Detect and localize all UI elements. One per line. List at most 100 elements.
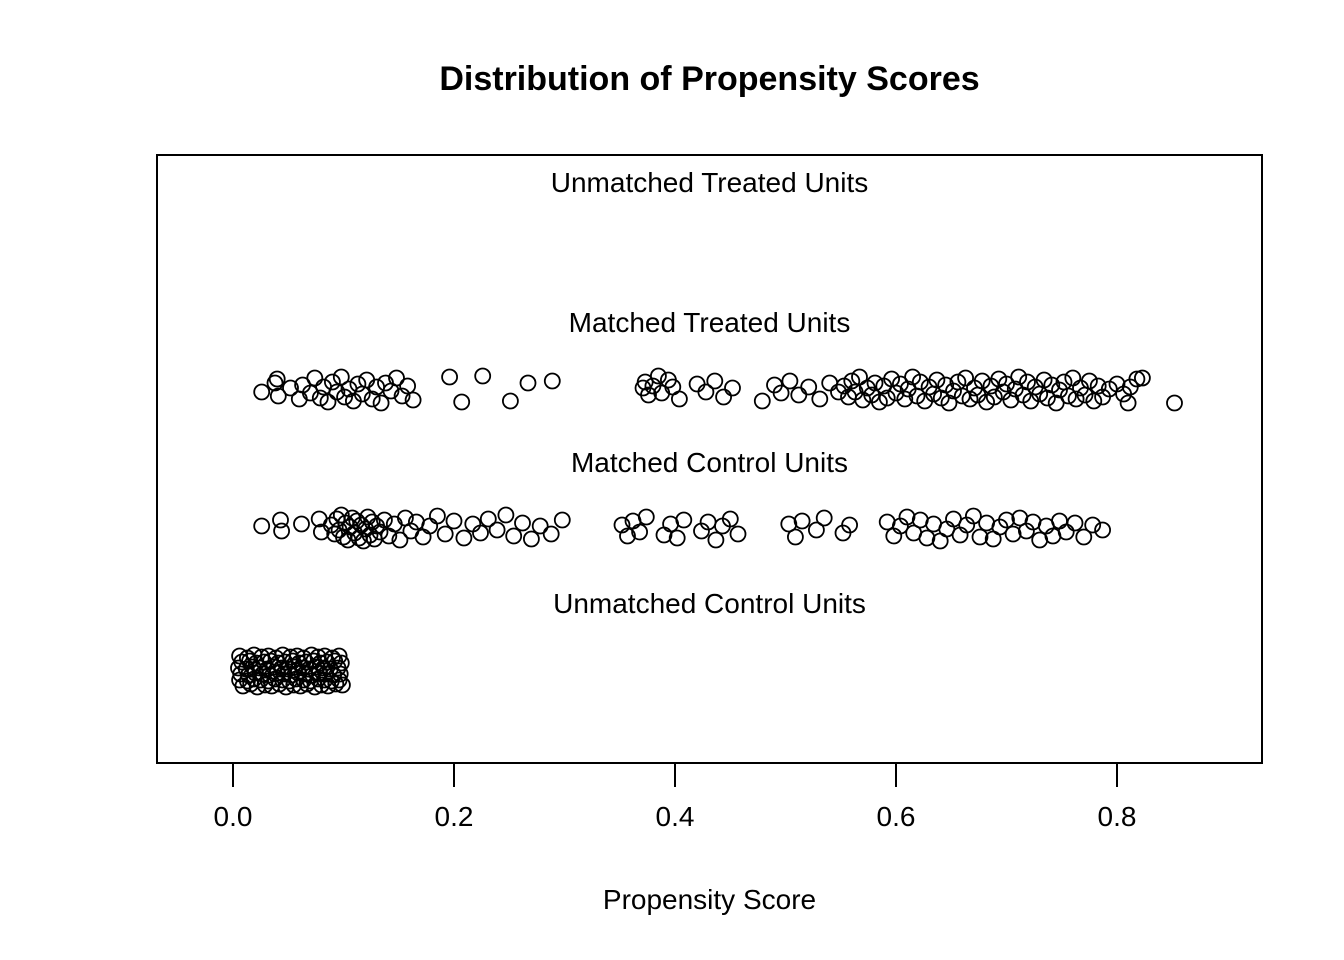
data-point	[808, 521, 825, 539]
data-point	[238, 672, 256, 690]
data-point	[871, 393, 888, 411]
data-point	[707, 531, 725, 549]
data-point	[399, 377, 417, 395]
section-label-matched-treated: Matched Treated Units	[568, 307, 851, 338]
data-point	[372, 394, 390, 412]
data-point	[715, 388, 732, 406]
data-point	[363, 390, 381, 408]
data-point	[772, 384, 790, 402]
data-point	[753, 392, 771, 410]
data-point	[998, 375, 1015, 393]
data-point	[333, 676, 351, 694]
data-point	[514, 514, 531, 532]
data-point	[781, 372, 799, 390]
data-point	[1060, 387, 1077, 405]
data-point	[519, 374, 537, 392]
data-point	[854, 391, 872, 409]
data-point	[414, 528, 432, 546]
data-point	[724, 379, 741, 397]
data-point	[336, 388, 354, 406]
data-point	[464, 515, 482, 533]
data-point	[375, 511, 393, 529]
data-point	[253, 517, 271, 535]
data-point	[445, 512, 463, 530]
data-point	[359, 508, 377, 526]
data-point	[1067, 390, 1085, 408]
data-point	[428, 507, 446, 525]
data-point	[985, 388, 1003, 406]
data-point	[619, 527, 636, 545]
data-point	[455, 529, 473, 547]
x-axis-label: Propensity Score	[602, 884, 817, 915]
data-point	[841, 516, 858, 534]
data-point	[898, 508, 916, 526]
data-point	[293, 515, 310, 533]
data-point	[793, 512, 811, 530]
data-point	[543, 372, 561, 390]
data-point	[1134, 369, 1151, 387]
data-point	[998, 511, 1015, 529]
data-point	[474, 367, 492, 385]
data-point	[1084, 516, 1102, 534]
data-point	[973, 372, 991, 390]
data-point	[306, 369, 324, 387]
data-point	[523, 530, 540, 548]
data-point	[1010, 368, 1028, 386]
data-point	[282, 379, 299, 397]
data-point	[613, 516, 631, 534]
data-point	[479, 510, 497, 528]
data-point	[393, 387, 411, 405]
data-point	[332, 506, 350, 524]
section-label-matched-control: Matched Control Units	[570, 447, 848, 478]
data-point	[1094, 521, 1111, 539]
data-point	[631, 523, 648, 541]
section-label-unmatched-treated: Unmatched Treated Units	[550, 167, 869, 198]
data-point	[553, 511, 571, 529]
data-point	[253, 383, 271, 401]
data-point	[1128, 370, 1146, 388]
data-point	[531, 517, 549, 535]
data-point	[327, 675, 345, 693]
data-point	[319, 393, 337, 411]
data-point	[497, 506, 515, 524]
data-point	[505, 527, 523, 545]
data-point	[671, 390, 688, 408]
data-point	[1089, 377, 1107, 395]
data-point	[851, 368, 868, 386]
data-point	[790, 386, 808, 404]
data-point	[269, 387, 287, 405]
plot-frame	[156, 154, 1263, 764]
data-point	[821, 374, 839, 392]
data-point	[501, 392, 519, 410]
data-point	[811, 390, 829, 408]
data-point	[918, 529, 936, 547]
data-point	[940, 394, 958, 412]
data-point	[436, 525, 454, 543]
data-point	[488, 521, 506, 539]
section-label-unmatched-control: Unmatched Control Units	[553, 588, 866, 619]
data-point	[332, 368, 350, 386]
x-tick-label: 0.0	[213, 801, 253, 832]
data-point	[311, 389, 329, 407]
data-point	[323, 373, 341, 391]
data-point	[688, 375, 706, 393]
data-point	[650, 367, 667, 385]
data-point	[268, 370, 286, 388]
data-point	[945, 382, 962, 400]
data-point	[800, 378, 818, 396]
data-point	[542, 525, 560, 543]
data-point	[441, 368, 459, 386]
data-point	[729, 525, 747, 543]
data-point	[404, 391, 422, 409]
data-point	[961, 390, 979, 408]
data-point	[787, 528, 804, 546]
data-point	[640, 386, 657, 404]
data-point	[371, 523, 389, 541]
chart-title: Distribution of Propensity Scores	[439, 60, 980, 98]
data-point	[1064, 369, 1082, 387]
data-point	[1047, 394, 1065, 412]
data-point	[1066, 514, 1084, 532]
data-point	[887, 384, 905, 402]
